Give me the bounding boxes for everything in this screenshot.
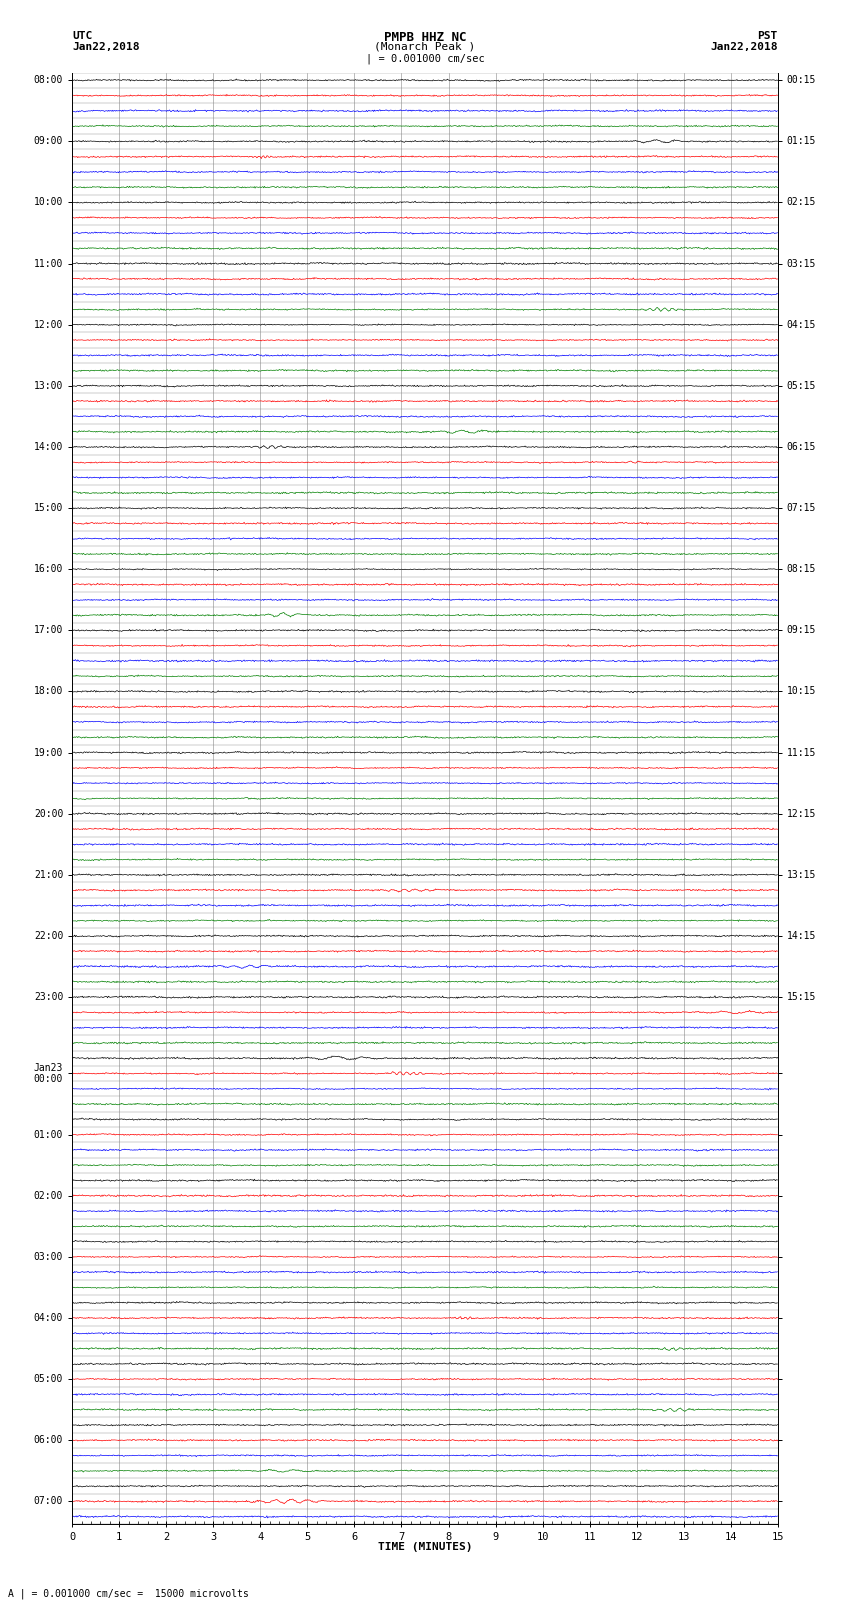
Text: PMPB HHZ NC: PMPB HHZ NC	[383, 31, 467, 44]
Text: PST: PST	[757, 31, 778, 40]
Text: TIME (MINUTES): TIME (MINUTES)	[377, 1542, 473, 1552]
Text: UTC: UTC	[72, 31, 93, 40]
Text: (Monarch Peak ): (Monarch Peak )	[374, 42, 476, 52]
Text: A | = 0.001000 cm/sec =  15000 microvolts: A | = 0.001000 cm/sec = 15000 microvolts	[8, 1589, 249, 1600]
Text: Jan22,2018: Jan22,2018	[72, 42, 139, 52]
Text: Jan22,2018: Jan22,2018	[711, 42, 778, 52]
Text: | = 0.001000 cm/sec: | = 0.001000 cm/sec	[366, 53, 484, 65]
